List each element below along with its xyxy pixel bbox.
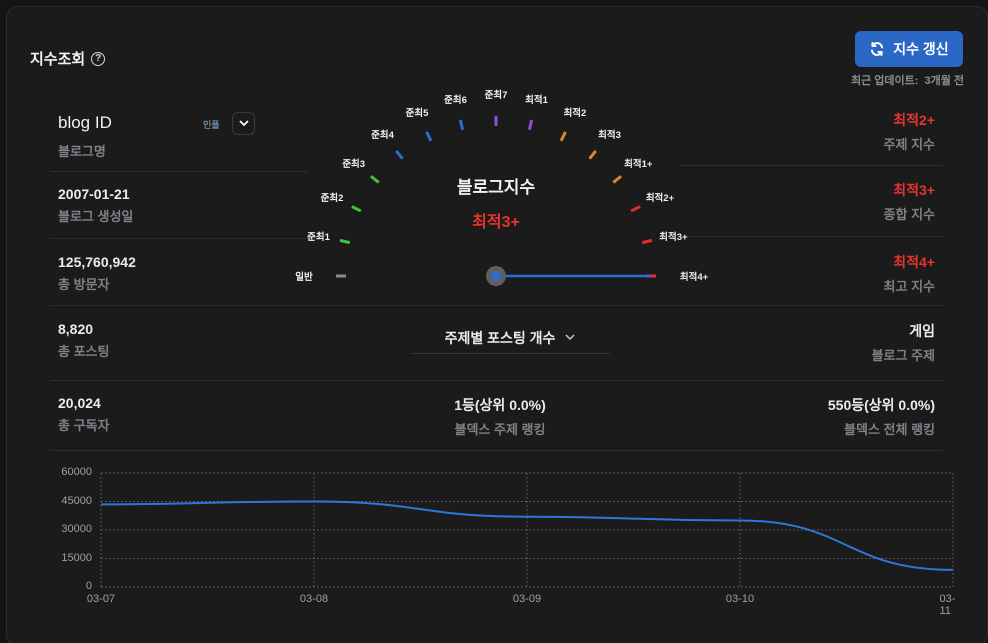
visitor-line — [100, 500, 954, 571]
gauge-tick-label: 최적2+ — [645, 193, 675, 205]
chevron-down-icon — [238, 120, 249, 127]
y-tick-label: 0 — [85, 580, 92, 592]
gauge-tick-label: 준최1 — [307, 231, 330, 243]
x-tick-label: 03-08 — [299, 593, 329, 605]
x-tick-label: 03-11 — [939, 593, 956, 617]
gauge-tick-label: 최적1+ — [624, 158, 653, 170]
stat-total-rank: 550등(상위 0.0%) 블덱스 전체 랭킹 — [827, 397, 935, 437]
gauge-tick-label: 최적3+ — [659, 231, 688, 243]
index-panel — [6, 6, 988, 643]
stat-created: 2007-01-21 블로그 생성일 — [58, 186, 134, 224]
stat-visitors: 125,760,942 총 방문자 — [58, 254, 136, 292]
blog-select-dropdown[interactable] — [232, 112, 255, 135]
y-tick-label: 60000 — [61, 466, 92, 478]
stat-subscribers: 20,024 총 구독자 — [58, 395, 110, 433]
visitor-line-chart: 0 15000 30000 45000 60000 03-07 03-08 03-09 03-1… — [50, 462, 980, 617]
gauge-tick-label: 준최6 — [444, 94, 467, 106]
stat-total-index: 최적3+ 종합 지수 — [883, 182, 935, 222]
stat-topic-index: 최적2+ 주제 지수 — [883, 112, 935, 152]
divider — [50, 305, 943, 306]
divider — [50, 171, 308, 172]
gauge-title: 블로그지수 — [456, 178, 536, 197]
x-tick-label: 03-07 — [86, 593, 116, 605]
gauge-tick-label: 준최7 — [484, 90, 508, 101]
gauge-tick-label: 최적2 — [563, 108, 587, 120]
refresh-index-button[interactable]: 지수 갱신 — [855, 31, 963, 67]
y-tick-label: 30000 — [61, 523, 92, 535]
last-update: 최근 업데이트: 3개월 전 — [851, 75, 964, 87]
gauge-tick-label: 준최3 — [342, 158, 366, 170]
y-tick-label: 45000 — [61, 494, 92, 507]
chart-plot — [100, 472, 954, 588]
gauge-tick-label: 준최4 — [371, 129, 394, 141]
x-tick-label: 03-09 — [512, 593, 542, 605]
stat-blog-topic: 게임 블로그 주제 — [871, 323, 935, 363]
divider — [50, 380, 943, 381]
y-tick-label: 15000 — [61, 551, 92, 564]
gauge-tick-label: 최적4+ — [679, 272, 709, 283]
posting-count-select[interactable]: 주제별 포스팅 개수 — [410, 322, 610, 354]
x-tick-label: 03-10 — [725, 593, 755, 605]
chevron-down-icon — [565, 334, 575, 341]
gauge-value: 최적3+ — [472, 214, 520, 231]
stat-blog-name: blog ID 블로그명 — [58, 113, 112, 159]
refresh-icon — [871, 42, 884, 56]
divider — [50, 450, 943, 451]
gauge-tick-label: 준최5 — [405, 108, 429, 120]
stat-posts: 8,820 총 포스팅 — [58, 321, 110, 359]
divider — [680, 165, 943, 166]
gauge-tick-label: 최적1 — [525, 94, 548, 106]
divider — [50, 238, 308, 239]
gauge-tick-label: 일반 — [295, 272, 313, 283]
gauge-tick-label: 최적3 — [598, 129, 621, 141]
question-circle-icon[interactable]: ? — [91, 51, 106, 66]
page-title: 지수조회 ? — [30, 48, 106, 69]
gauge-tick-label: 준최2 — [320, 193, 344, 205]
influencer-badge: 인플 — [203, 120, 220, 130]
stat-max-index: 최적4+ 최고 지수 — [883, 254, 935, 294]
divider — [680, 236, 943, 237]
stat-topic-rank: 1등(상위 0.0%) 블덱스 주제 랭킹 — [454, 397, 546, 437]
